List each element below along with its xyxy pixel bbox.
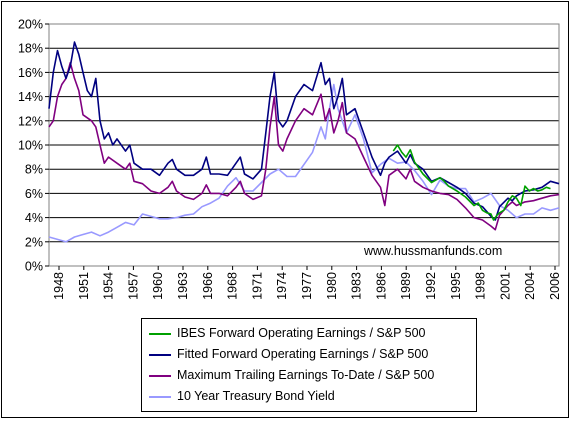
y-tick-label: 12%: [18, 114, 43, 128]
legend-swatch: [149, 375, 171, 377]
series-line-2: [48, 61, 560, 231]
x-tick-label: 1971: [250, 272, 264, 300]
y-tick-label: 20%: [18, 18, 43, 32]
series-line-3: [48, 83, 560, 243]
x-axis-ticks: 1948 1951 1954 1957 1960 1963 1966 1968 1971 1974…: [52, 266, 562, 300]
y-tick-label: 0%: [25, 260, 43, 274]
series-line-0: [392, 144, 551, 221]
x-tick-label: 2006: [548, 272, 562, 300]
y-axis-ticks: 0% 2% 4% 6% 8% 10% 12% 14% 16% 18% 20%: [18, 18, 49, 274]
y-tick-label: 8%: [25, 163, 43, 177]
x-tick-label: 1992: [424, 272, 438, 300]
y-tick-label: 18%: [18, 42, 43, 56]
x-tick-label: 1960: [151, 272, 165, 300]
legend-swatch: [149, 354, 171, 356]
chart-legend: IBES Forward Operating Earnings / S&P 50…: [141, 318, 477, 412]
x-tick-label: 1963: [176, 272, 190, 300]
watermark: www.hussmanfunds.com: [363, 244, 502, 258]
x-tick-label: 1980: [325, 272, 339, 300]
x-tick-label: 1986: [374, 272, 388, 300]
x-tick-label: 1951: [77, 272, 91, 300]
y-tick-label: 16%: [18, 66, 43, 80]
y-tick-label: 2%: [25, 235, 43, 249]
x-tick-label: 1957: [126, 272, 140, 300]
legend-label: Fitted Forward Operating Earnings / S&P …: [177, 347, 429, 361]
legend-item: Maximum Trailing Earnings To-Date / S&P …: [142, 365, 476, 386]
legend-item: 10 Year Treasury Bond Yield: [142, 386, 476, 407]
x-tick-label: 1948: [52, 272, 66, 300]
x-tick-label: 1968: [226, 272, 240, 300]
legend-label: Maximum Trailing Earnings To-Date / S&P …: [177, 368, 435, 382]
series-line-1: [48, 41, 560, 221]
x-tick-label: 1966: [201, 272, 215, 300]
y-tick-label: 4%: [25, 211, 43, 225]
legend-label: 10 Year Treasury Bond Yield: [177, 389, 335, 403]
x-tick-label: 1974: [275, 272, 289, 300]
gridlines: [49, 47, 559, 267]
x-tick-label: 1989: [399, 272, 413, 300]
x-tick-label: 1954: [102, 272, 116, 300]
y-tick-label: 6%: [25, 187, 43, 201]
legend-item: IBES Forward Operating Earnings / S&P 50…: [142, 323, 476, 344]
x-tick-label: 1995: [449, 272, 463, 300]
legend-item: Fitted Forward Operating Earnings / S&P …: [142, 344, 476, 365]
x-tick-label: 1983: [350, 272, 364, 300]
x-tick-label: 2001: [498, 272, 512, 300]
x-tick-label: 2004: [523, 272, 537, 300]
legend-swatch: [149, 333, 171, 335]
legend-label: IBES Forward Operating Earnings / S&P 50…: [177, 326, 426, 340]
series-lines: [48, 41, 560, 243]
y-tick-label: 14%: [18, 90, 43, 104]
y-tick-label: 10%: [18, 139, 43, 153]
line-chart: 0% 2% 4% 6% 8% 10% 12% 14% 16% 18% 20% 1948 1951 195…: [18, 18, 562, 300]
x-tick-label: 1977: [300, 272, 314, 300]
legend-swatch: [149, 396, 171, 398]
x-tick-label: 1998: [474, 272, 488, 300]
